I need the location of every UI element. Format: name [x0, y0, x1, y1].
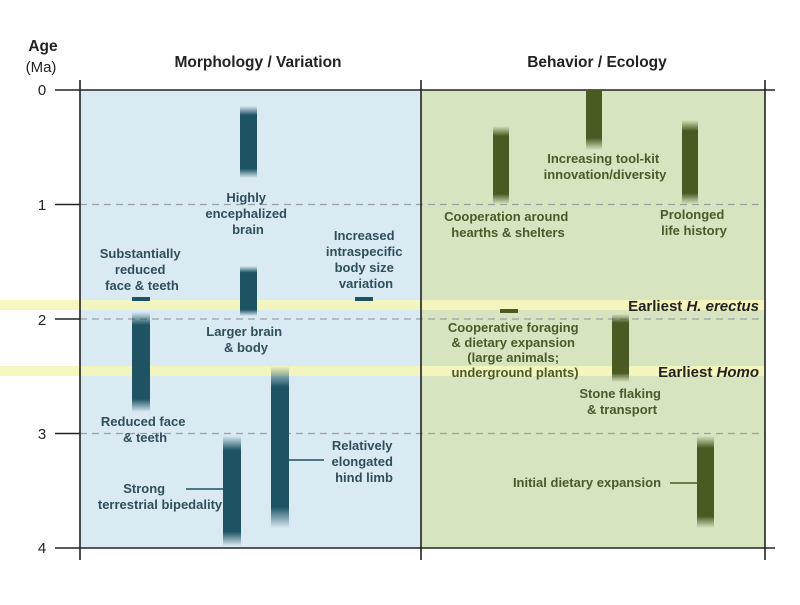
bar-reduced-face-teeth	[132, 312, 150, 412]
label-larger-brain-body: Larger brain & body	[206, 324, 285, 355]
label-prolonged-life-history: Prolonged life history	[660, 207, 728, 238]
panel-frame	[55, 80, 775, 560]
morphology-bars	[132, 106, 373, 546]
homo-band	[0, 366, 765, 376]
erectus-band	[0, 300, 765, 310]
morphology-header: Morphology / Variation	[174, 54, 341, 71]
tick-cooperative-foraging	[500, 309, 518, 313]
label-cooperation-hearths: Cooperation around hearths & shelters	[444, 209, 572, 240]
bar-terrestrial-bipedality	[223, 436, 241, 546]
gridlines	[80, 203, 765, 435]
label-initial-dietary-expansion: Initial dietary expansion	[513, 475, 661, 490]
label-cooperative-foraging: Cooperative foraging & dietary expansion…	[448, 320, 582, 380]
bar-elongated-hind-limb	[271, 366, 289, 528]
tick-label-3: 3	[38, 426, 46, 443]
behavior-bars	[493, 90, 714, 528]
axis-title: Age	[28, 38, 58, 55]
bar-initial-dietary-expansion	[697, 436, 714, 528]
bar-cooperation-hearths	[493, 126, 509, 204]
bar-encephalized	[240, 106, 257, 178]
bar-stone-flaking	[612, 314, 629, 382]
axis-ticks	[55, 203, 80, 435]
bar-prolonged-life-history	[682, 120, 698, 204]
label-earliest-erectus: Earliest H. erectus	[628, 298, 759, 315]
label-terrestrial-bipedality: Strong terrestrial bipedality	[98, 481, 223, 512]
tick-body-size-variation	[355, 297, 373, 301]
label-reduced-face-teeth: Reduced face & teeth	[101, 414, 189, 445]
label-stone-flaking: Stone flaking & transport	[579, 386, 664, 417]
bar-larger-brain-body	[240, 266, 257, 316]
label-body-size-variation: Increased intraspecific body size variat…	[326, 228, 406, 291]
tick-label-4: 4	[38, 540, 46, 557]
tick-label-0: 0	[38, 82, 46, 99]
axis-unit: (Ma)	[26, 59, 57, 76]
tick-reduced-face-teeth-substantial	[132, 297, 150, 301]
tick-label-2: 2	[38, 312, 46, 329]
label-earliest-homo: Earliest Homo	[658, 364, 759, 381]
label-elongated-hind-limb: Relatively elongated hind limb	[331, 438, 396, 485]
label-tool-kit-innovation: Increasing tool-kit innovation/diversity	[544, 151, 668, 182]
label-reduced-face-teeth-substantial: Substantially reduced face & teeth	[100, 246, 185, 293]
label-encephalized: Highly encephalized brain	[205, 190, 290, 237]
behavior-header: Behavior / Ecology	[527, 54, 667, 71]
tick-label-1: 1	[38, 197, 46, 214]
bar-tool-kit-innovation	[586, 90, 602, 150]
